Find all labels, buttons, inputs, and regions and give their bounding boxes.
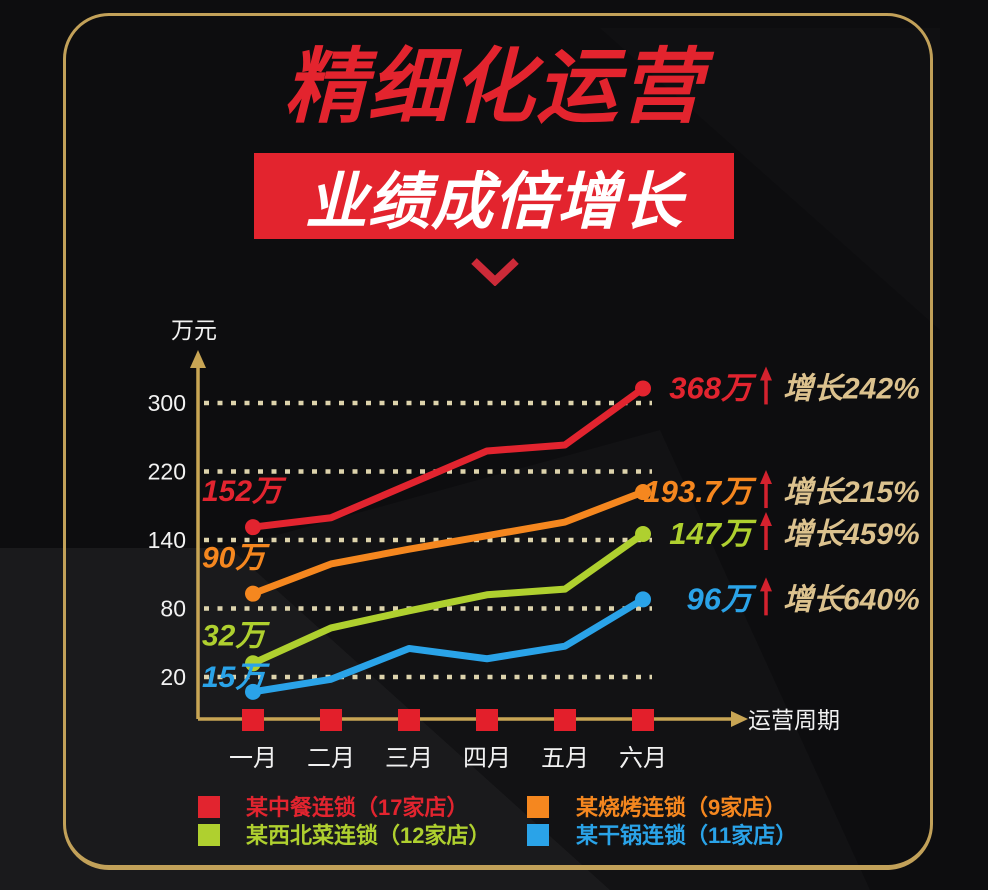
- series-start-dot: [245, 519, 261, 536]
- month-marker: [398, 709, 420, 731]
- series-end-dot: [635, 484, 651, 501]
- series-line: [251, 488, 645, 597]
- series-start-dot: [245, 585, 261, 602]
- series-line: [252, 596, 645, 696]
- legend-swatch: [527, 796, 549, 818]
- month-marker: [632, 709, 654, 731]
- y-tick-label: 300: [148, 390, 186, 416]
- series-start-dot: [245, 683, 261, 700]
- growth-arrow-icon: [760, 577, 772, 592]
- growth-percent-label: 增长459%: [783, 518, 920, 551]
- start-value-label: 152万: [202, 475, 287, 508]
- month-label: 一月: [229, 745, 277, 772]
- growth-percent-label: 增长242%: [783, 372, 920, 405]
- growth-percent-label: 增长640%: [783, 583, 920, 616]
- legend-label: 某干锅连锁（11家店）: [576, 823, 797, 848]
- subtitle-banner: 业绩成倍增长: [254, 153, 734, 239]
- y-tick-label: 220: [148, 459, 186, 485]
- x-axis-title: 运营周期: [748, 707, 840, 733]
- growth-percent-label: 增长215%: [783, 476, 920, 509]
- growth-arrow-icon: [760, 512, 772, 527]
- series-line: [252, 385, 646, 531]
- legend-swatch: [527, 824, 549, 846]
- y-tick-label: 140: [148, 527, 186, 553]
- month-label: 六月: [619, 745, 667, 772]
- month-marker: [554, 709, 576, 731]
- y-tick-label: 20: [160, 664, 186, 690]
- start-value-label: 90万: [202, 542, 270, 575]
- legend-label: 某烧烤连锁（9家店）: [576, 795, 786, 820]
- growth-arrow-icon: [760, 366, 772, 381]
- end-value-label: 147万: [669, 516, 757, 551]
- legend-swatch: [198, 824, 220, 846]
- month-marker: [242, 709, 264, 731]
- series-end-dot: [635, 526, 651, 543]
- series-end-dot: [635, 380, 651, 397]
- legend-label: 某中餐连锁（17家店）: [246, 795, 468, 820]
- start-value-label: 32万: [202, 619, 270, 652]
- month-label: 二月: [307, 745, 355, 772]
- y-axis-unit-label: 万元: [171, 317, 217, 343]
- series-start-dot: [245, 655, 261, 672]
- start-value-label: 15万: [202, 661, 270, 694]
- month-label: 五月: [541, 745, 589, 772]
- month-label: 四月: [463, 745, 511, 772]
- legend-swatch: [198, 796, 220, 818]
- month-marker: [476, 709, 498, 731]
- series-line: [251, 531, 646, 667]
- x-axis-arrowhead: [731, 711, 748, 727]
- subtitle-text: 业绩成倍增长: [304, 168, 683, 237]
- y-tick-label: 80: [160, 596, 186, 622]
- end-value-label: 368万: [669, 370, 757, 405]
- end-value-label: 96万: [687, 581, 757, 616]
- month-label: 三月: [385, 745, 433, 772]
- legend-label: 某西北菜连锁（12家店）: [246, 823, 490, 848]
- y-axis-arrowhead: [190, 350, 206, 368]
- growth-arrow-icon: [760, 470, 772, 485]
- month-marker: [320, 709, 342, 731]
- page-title: 精细化运营: [284, 42, 704, 133]
- chevron-down-icon: [471, 258, 519, 286]
- end-value-label: 193.7万: [643, 474, 757, 509]
- series-end-dot: [635, 591, 651, 608]
